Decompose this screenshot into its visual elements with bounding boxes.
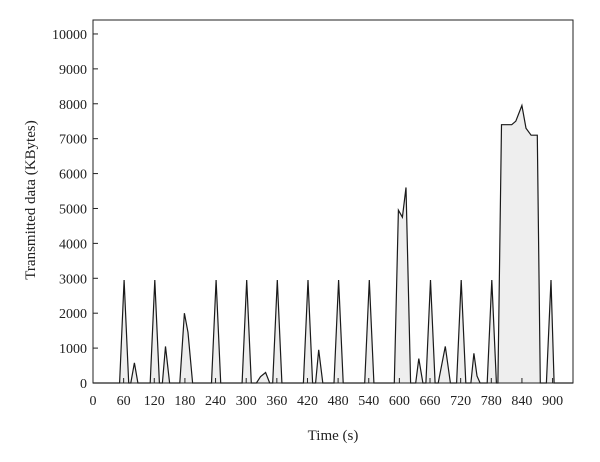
plot-area — [93, 103, 573, 384]
x-tick-label: 480 — [328, 394, 349, 409]
x-tick-label: 720 — [450, 394, 471, 409]
y-tick-label: 6000 — [59, 168, 87, 183]
x-tick-label: 0 — [90, 394, 97, 409]
x-tick-label: 360 — [266, 394, 287, 409]
y-tick-label: 8000 — [59, 98, 87, 113]
y-tick-label: 10000 — [52, 28, 87, 43]
series-0-area-fill — [93, 105, 573, 383]
y-tick-label: 9000 — [59, 63, 87, 78]
x-tick-label: 660 — [420, 394, 441, 409]
y-tick-label: 4000 — [59, 237, 87, 252]
axes: 0 60 120 180 240 300 360 420 480 540 600 660 720 780 8… — [52, 19, 574, 409]
x-tick-label: 300 — [236, 394, 257, 409]
y-tick-label: 2000 — [59, 307, 87, 322]
x-tick-label: 600 — [389, 394, 410, 409]
y-tick-label: 1000 — [59, 342, 87, 357]
x-tick-label: 840 — [511, 394, 532, 409]
x-tick-label: 180 — [174, 394, 195, 409]
x-axis-label: Time (s) — [308, 428, 359, 444]
y-tick-label: 3000 — [59, 272, 87, 287]
x-tick-label: 60 — [117, 394, 131, 409]
y-tick-label: 7000 — [59, 133, 87, 148]
y-tick-label: 0 — [80, 377, 87, 392]
plot-frame — [92, 19, 574, 384]
y-axis-label: Transmitted data (KBytes) — [23, 120, 39, 279]
x-tick-label: 540 — [358, 394, 379, 409]
x-tick-label: 240 — [205, 394, 226, 409]
x-tick-label: 120 — [144, 394, 165, 409]
y-tick-label: 5000 — [59, 202, 87, 217]
x-tick-label: 780 — [481, 394, 502, 409]
x-tick-label: 420 — [297, 394, 318, 409]
x-tick-label: 900 — [542, 394, 563, 409]
